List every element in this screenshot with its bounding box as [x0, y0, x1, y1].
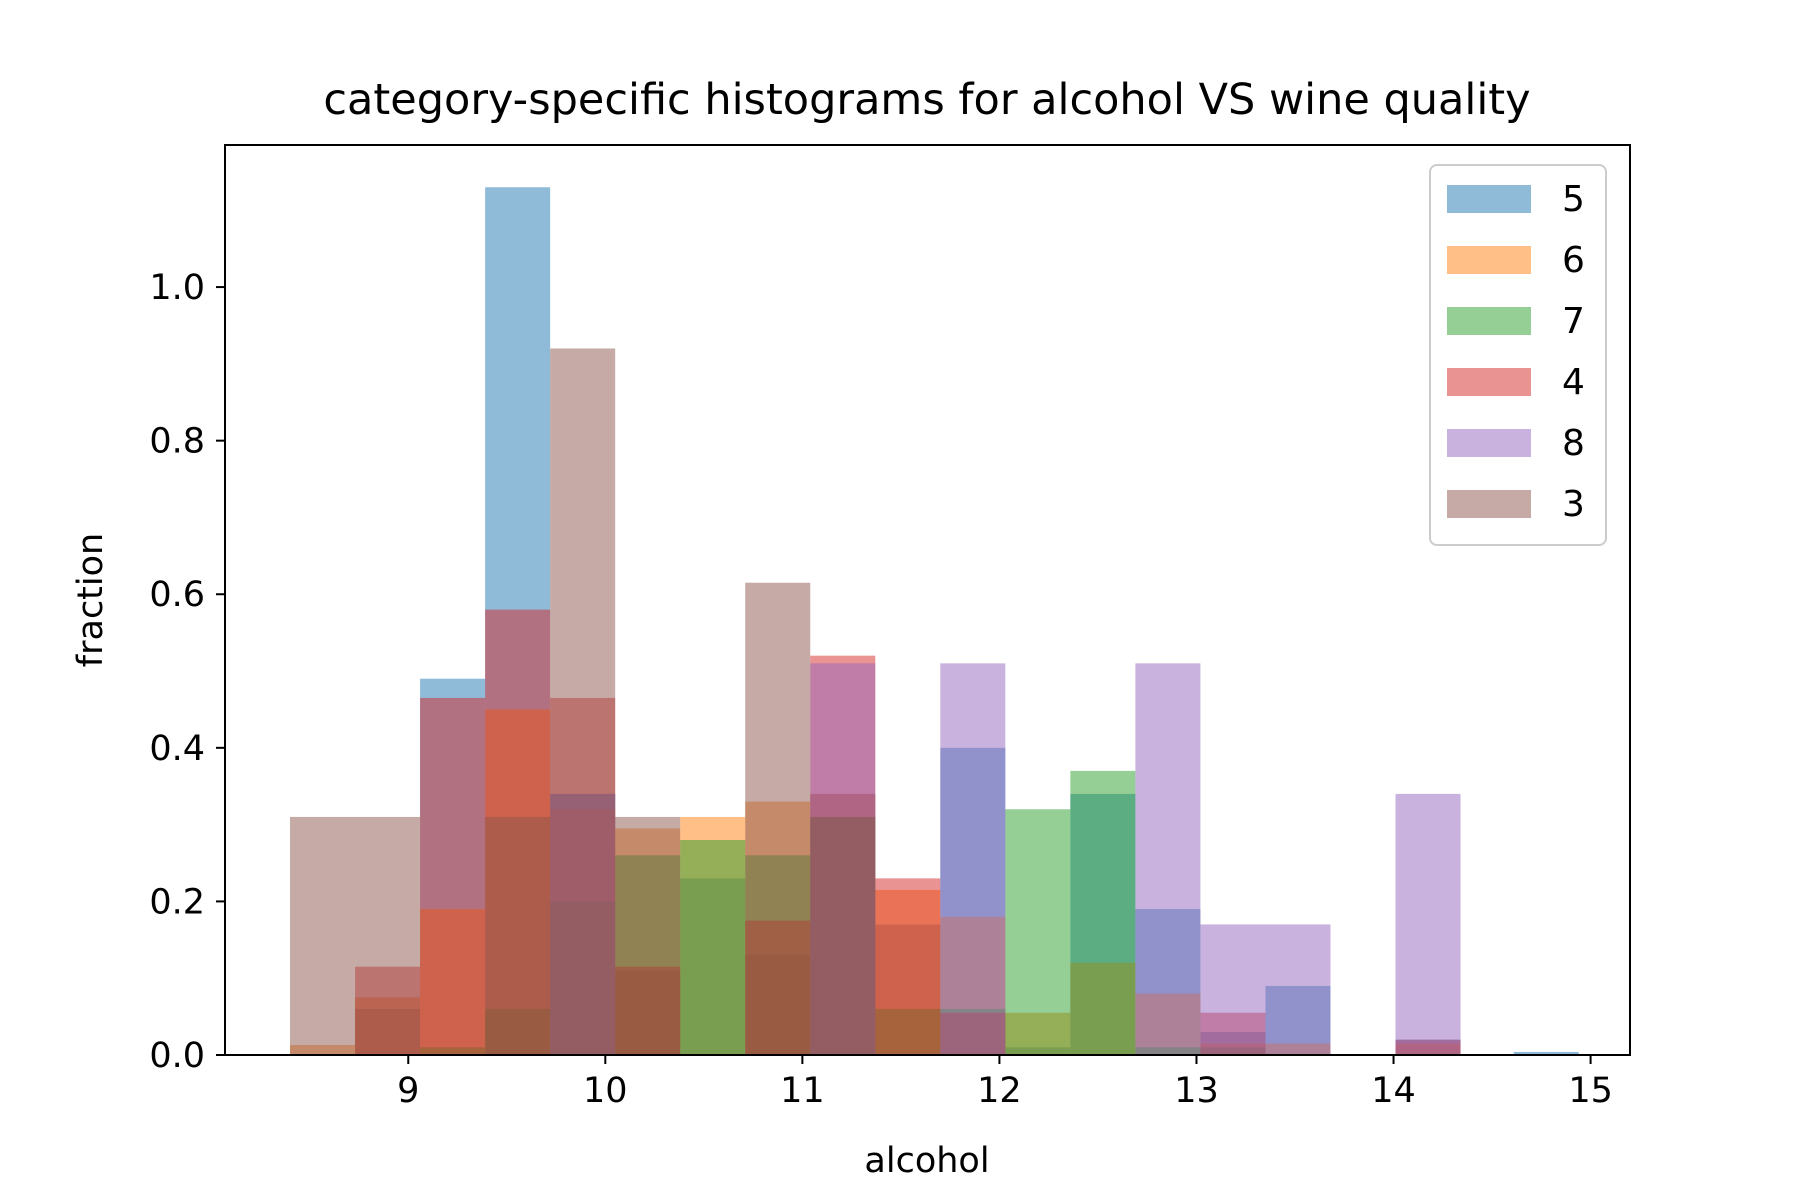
bar-series-3-bin-1	[355, 816, 421, 1055]
legend-label-4: 4	[1562, 362, 1585, 403]
legend-items: 5 6 7 4 8 3	[1447, 179, 1585, 525]
bar-series-3-bin-0	[290, 816, 356, 1055]
bar-series-8-bin-2	[940, 663, 1006, 1055]
bar-series-3-bin-3	[550, 348, 616, 1055]
y-axis-label: fraction	[71, 533, 111, 667]
x-tick-label-0: 9	[397, 1071, 419, 1111]
x-axis-label: alcohol	[864, 1141, 989, 1181]
bar-series-8-bin-4	[1200, 924, 1266, 1055]
bar-series-7-bin-4	[680, 839, 746, 1055]
legend-label-7: 7	[1562, 301, 1585, 342]
legend-label-3: 3	[1562, 484, 1585, 525]
bar-series-4-bin-1	[420, 697, 486, 1055]
y-tick-label-0: 0.0	[149, 1036, 205, 1076]
legend-swatch-8	[1447, 429, 1531, 457]
bar-series-3-bin-2	[485, 816, 551, 1055]
legend: 5 6 7 4 8 3	[1429, 164, 1607, 546]
bar-series-4-bin-7	[875, 878, 941, 1055]
bars-layer	[290, 187, 1579, 1056]
bar-series-5-bin-16	[1513, 1051, 1579, 1055]
x-tick-label-3: 12	[977, 1071, 1022, 1111]
legend-label-8: 8	[1562, 423, 1585, 464]
x-axis: 9 10 11 12 13 14 15	[397, 1055, 1613, 1111]
legend-label-5: 5	[1562, 179, 1585, 220]
y-tick-label-4: 0.8	[149, 422, 205, 462]
legend-swatch-4	[1447, 368, 1531, 396]
bar-series-3-bin-4	[615, 816, 681, 1055]
x-tick-label-4: 13	[1174, 1071, 1219, 1111]
chart-title: category-specific histograms for alcohol…	[323, 75, 1530, 125]
y-tick-label-3: 0.6	[149, 575, 205, 615]
bar-series-8-bin-3	[1135, 663, 1201, 1055]
series-3	[290, 348, 876, 1055]
legend-swatch-5	[1447, 185, 1531, 213]
bar-series-8-bin-5	[1265, 924, 1331, 1055]
legend-swatch-7	[1447, 307, 1531, 335]
bar-series-7-bin-10	[1070, 770, 1136, 1055]
bar-series-3-bin-5	[745, 582, 811, 1055]
y-tick-label-5: 1.0	[149, 268, 205, 308]
y-axis: 0.0 0.2 0.4 0.6 0.8 1.0	[149, 268, 225, 1076]
bar-series-7-bin-9	[1005, 809, 1071, 1055]
bar-series-3-bin-6	[810, 816, 876, 1055]
y-tick-label-2: 0.4	[149, 729, 205, 769]
legend-label-6: 6	[1562, 240, 1585, 281]
x-tick-label-5: 14	[1371, 1071, 1416, 1111]
y-tick-label-1: 0.2	[149, 882, 205, 922]
legend-swatch-3	[1447, 490, 1531, 518]
x-tick-label-2: 11	[780, 1071, 825, 1111]
x-tick-label-1: 10	[583, 1071, 628, 1111]
x-tick-label-6: 15	[1568, 1071, 1613, 1111]
bar-series-8-bin-6	[1395, 793, 1461, 1055]
legend-swatch-6	[1447, 246, 1531, 274]
plot-frame	[224, 144, 1631, 1056]
